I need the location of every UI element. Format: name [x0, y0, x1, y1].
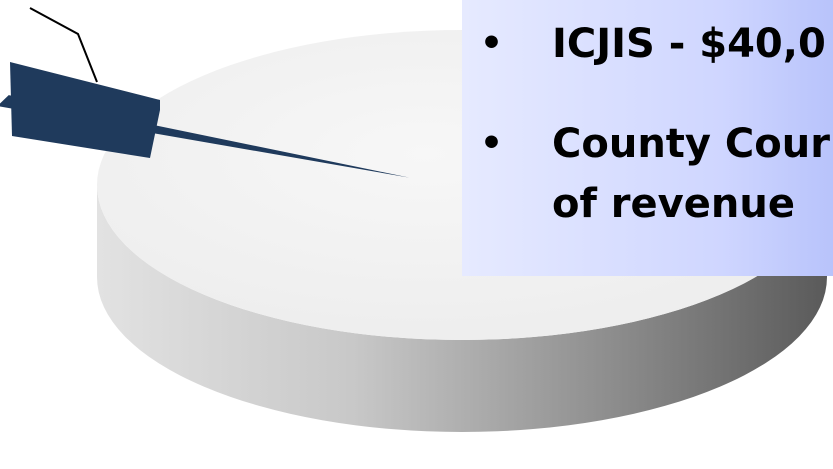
bullet-text-revenue: of revenue — [552, 181, 795, 227]
bullet-glyph: • — [480, 23, 504, 64]
bullet-glyph: • — [480, 123, 504, 164]
leader-line — [29, 7, 98, 83]
callout-box: • ICJIS - $40,0 • County Cour of revenue — [462, 0, 833, 276]
bullet-text-county-court: County Cour — [552, 121, 830, 167]
pie-slice-main-side — [97, 185, 827, 432]
bullet-text-icjis: ICJIS - $40,0 — [552, 21, 826, 67]
pie-slice-small-side — [10, 62, 160, 158]
